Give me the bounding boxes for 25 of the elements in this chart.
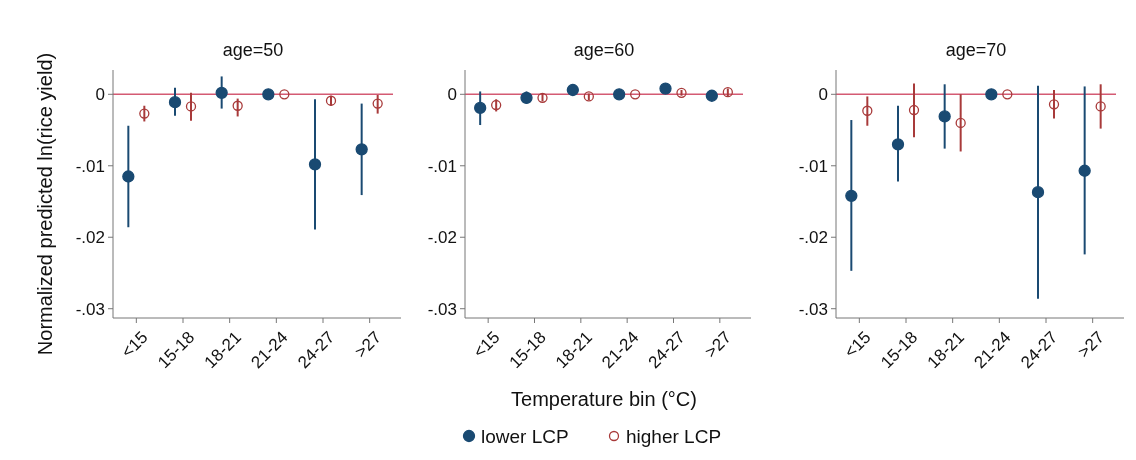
x-tick-label: <15 <box>840 327 875 362</box>
x-axis-title: Temperature bin (°C) <box>511 388 697 410</box>
x-tick-label: >27 <box>701 327 736 362</box>
x-tick-label: <15 <box>117 327 152 362</box>
y-tick-label: -.02 <box>75 228 105 248</box>
y-tick-label: -.01 <box>75 156 105 176</box>
y-axis-title: Normalized predicted ln(rice yield) <box>34 52 56 356</box>
chart-title: age=60 <box>573 40 635 60</box>
chart-title: age=50 <box>222 40 284 60</box>
y-tick-label: 0 <box>818 85 828 105</box>
legend-label: higher LCP <box>626 425 722 447</box>
x-tick-label: >27 <box>351 327 385 362</box>
y-tick-label: 0 <box>95 85 105 105</box>
y-tick-label: -.03 <box>427 299 457 319</box>
y-tick-label: -.01 <box>427 156 457 176</box>
y-tick-label: -.02 <box>798 228 828 248</box>
chart-title: age=70 <box>945 40 1007 60</box>
x-tick-label: <15 <box>469 327 504 362</box>
y-tick-label: -.02 <box>427 228 457 248</box>
x-tick-label: >27 <box>1074 327 1108 362</box>
y-tick-label: 0 <box>447 85 457 105</box>
y-tick-label: -.03 <box>798 299 828 319</box>
legend-label: lower LCP <box>481 425 569 447</box>
y-tick-label: -.03 <box>75 299 105 319</box>
y-tick-label: -.01 <box>798 156 828 176</box>
